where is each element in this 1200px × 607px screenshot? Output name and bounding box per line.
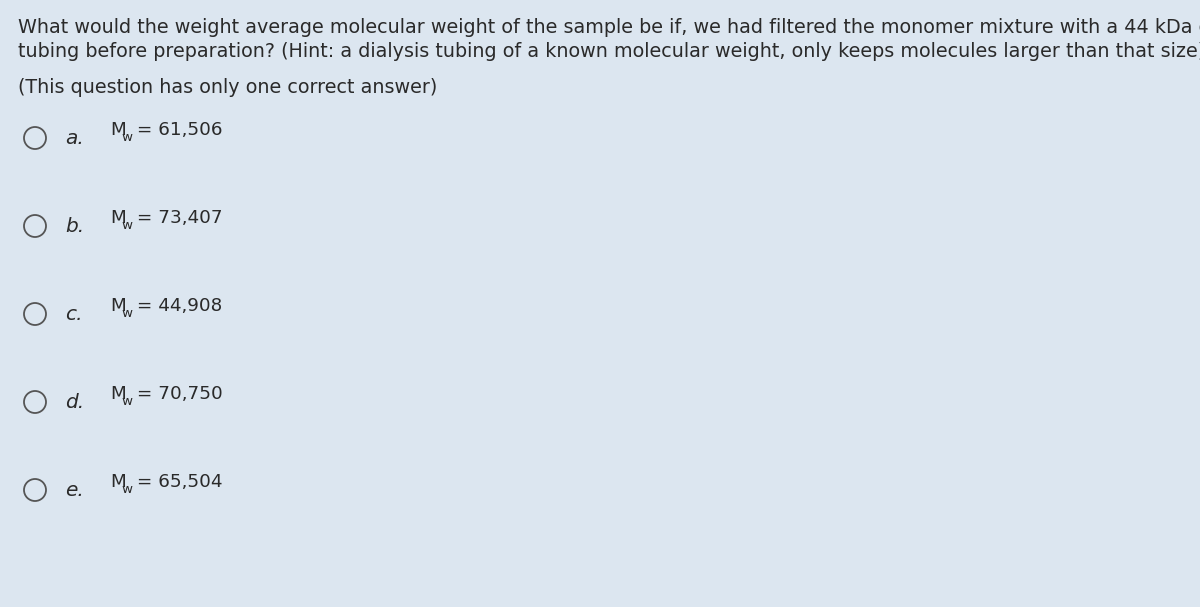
Text: w: w [121,395,132,408]
Text: w: w [121,219,132,232]
Text: What would the weight average molecular weight of the sample be if, we had filte: What would the weight average molecular … [18,18,1200,37]
Text: tubing before preparation? (Hint: a dialysis tubing of a known molecular weight,: tubing before preparation? (Hint: a dial… [18,42,1200,61]
Text: w: w [121,307,132,320]
Text: = 73,407: = 73,407 [131,209,223,227]
Text: w: w [121,131,132,144]
Text: = 70,750: = 70,750 [131,385,223,403]
Text: M: M [110,297,126,315]
Text: b.: b. [65,217,84,236]
Text: = 44,908: = 44,908 [131,297,222,315]
Text: w: w [121,483,132,496]
Text: e.: e. [65,481,84,500]
Text: M: M [110,385,126,403]
Text: M: M [110,473,126,491]
Text: d.: d. [65,393,84,412]
Text: (This question has only one correct answer): (This question has only one correct answ… [18,78,437,97]
Text: M: M [110,121,126,139]
Text: = 61,506: = 61,506 [131,121,222,139]
Text: a.: a. [65,129,84,148]
Text: = 65,504: = 65,504 [131,473,222,491]
Text: c.: c. [65,305,83,324]
Text: M: M [110,209,126,227]
